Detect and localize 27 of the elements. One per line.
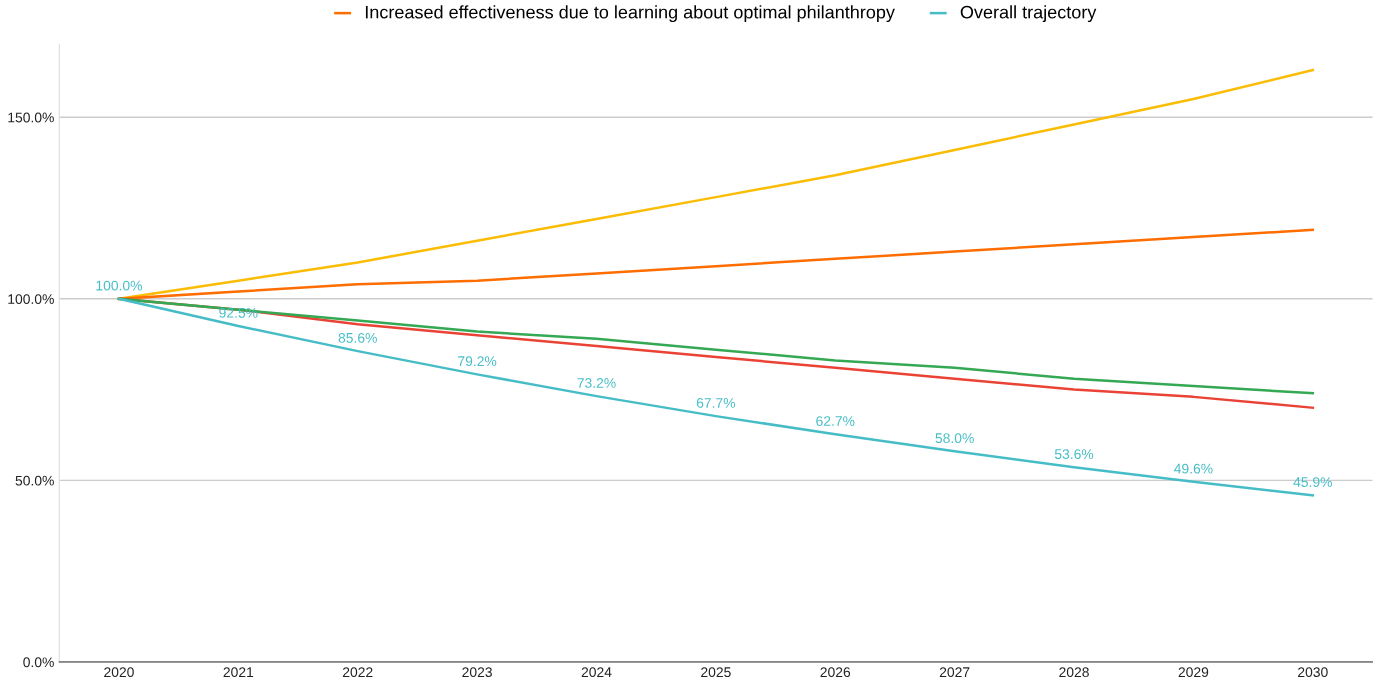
x-tick-label: 2029 [1178, 667, 1209, 678]
x-tick-label: 2025 [701, 667, 731, 678]
data-label: 79.2% [458, 356, 497, 367]
data-label: 62.7% [816, 416, 855, 426]
x-tick-label: 2030 [1298, 667, 1328, 678]
data-label: 67.7% [696, 397, 736, 408]
x-tick-label: 2022 [342, 667, 373, 678]
x-tick-label: 2028 [1059, 667, 1089, 678]
data-label: 58.0% [935, 433, 974, 444]
legend-label: Overall trajectory [960, 5, 1097, 23]
x-tick-label: 2027 [939, 667, 970, 678]
x-tick-label: 2021 [223, 667, 254, 678]
data-label: 45.9% [1293, 477, 1332, 487]
data-label: 85.6% [338, 332, 377, 343]
y-tick-label: 50.0% [15, 475, 54, 486]
x-tick-label: 2024 [581, 667, 612, 678]
y-tick-label: 100.0% [8, 294, 54, 304]
y-tick-label: 0.0% [23, 657, 54, 668]
legend-label: Increased effectiveness due to learning about optimal philanthropy [365, 5, 895, 23]
data-label: 53.6% [1054, 449, 1094, 460]
data-label: 73.2% [577, 378, 616, 388]
y-tick-label: 150.0% [8, 112, 54, 123]
data-label: 100.0% [96, 280, 143, 291]
x-tick-label: 2026 [820, 667, 851, 678]
x-tick-label: 2020 [104, 667, 134, 678]
data-label: 49.6% [1174, 463, 1213, 474]
x-tick-label: 2023 [462, 667, 492, 678]
